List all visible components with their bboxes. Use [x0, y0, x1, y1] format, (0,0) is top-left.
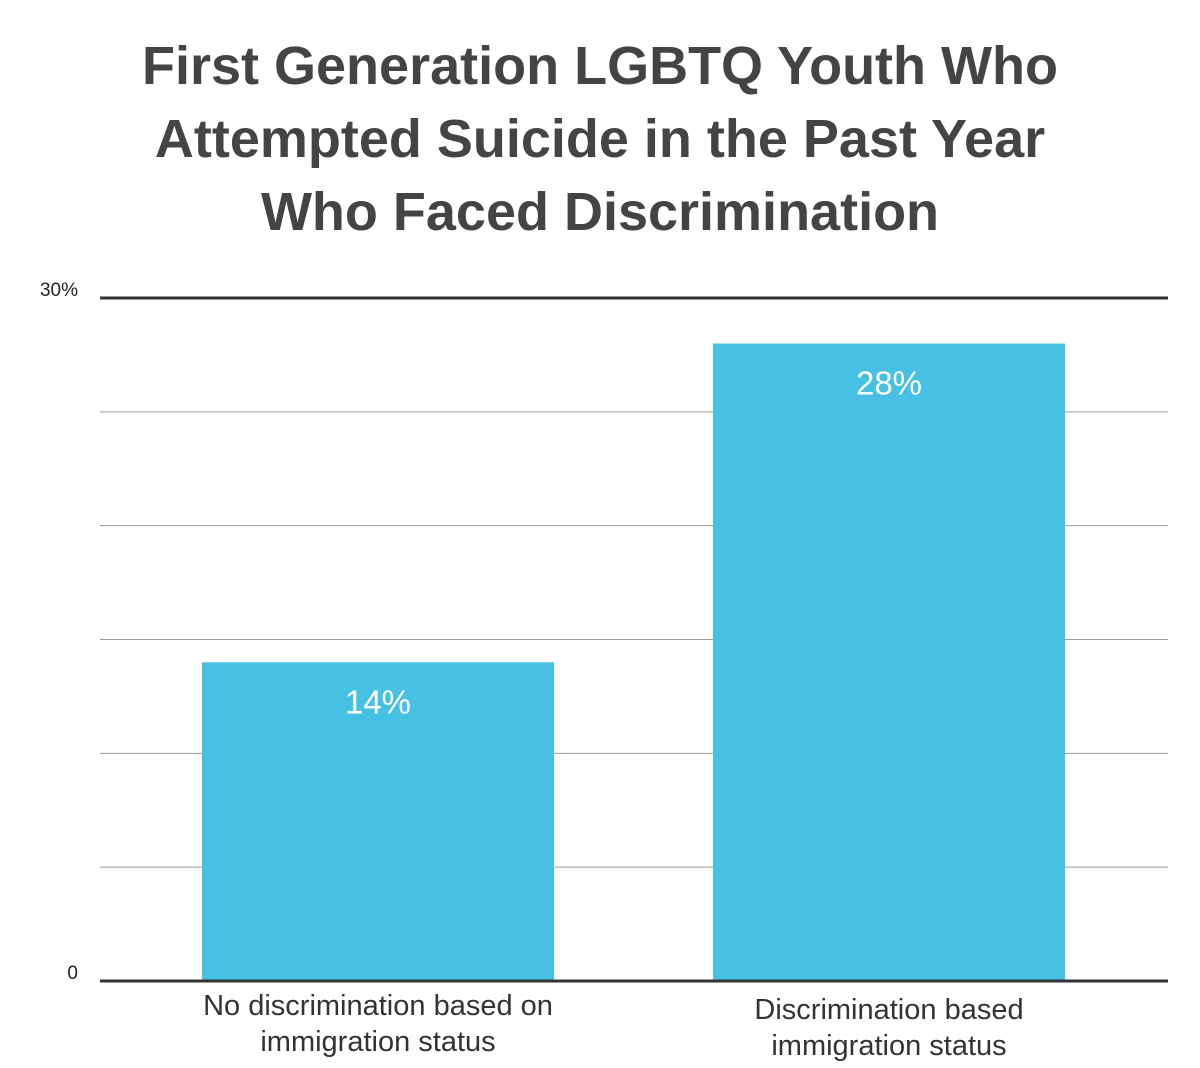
y-tick-label: 30% — [40, 280, 78, 301]
x-tick-label-line: No discrimination based on — [203, 990, 553, 1022]
x-tick-label-line: immigration status — [260, 1026, 495, 1058]
bars — [202, 343, 1065, 981]
x-tick-label: No discrimination based on immigration st… — [203, 990, 553, 1058]
bar — [713, 343, 1065, 981]
x-tick-label: Discrimination based immigration status — [754, 994, 1023, 1062]
chart-title-line: First Generation LGBTQ Youth Who — [142, 36, 1058, 96]
x-axis-tick-labels: No discrimination based on immigration st… — [203, 990, 1023, 1062]
y-axis-tick-labels: 0 30% — [40, 280, 78, 984]
y-tick-label: 0 — [67, 963, 78, 984]
bar — [202, 662, 554, 981]
x-tick-label-line: immigration status — [771, 1030, 1006, 1062]
chart-title: First Generation LGBTQ Youth Who Attempt… — [0, 30, 1200, 249]
axes — [100, 296, 1168, 983]
bar-value-label: 28% — [856, 365, 922, 402]
chart-title-line: Who Faced Discrimination — [260, 182, 940, 242]
bar-value-labels: 14% 28% — [345, 365, 922, 721]
bar-value-label: 14% — [345, 683, 411, 720]
x-tick-label-line: Discrimination based — [754, 994, 1023, 1026]
chart-title-line: Attempted Suicide in the Past Year — [154, 109, 1046, 169]
